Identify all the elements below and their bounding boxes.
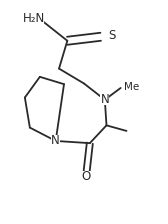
Text: H₂N: H₂N <box>23 13 45 26</box>
Bar <box>105 30 114 41</box>
Bar <box>24 13 44 25</box>
Bar <box>82 171 91 182</box>
Text: S: S <box>108 29 116 42</box>
Text: O: O <box>82 170 91 183</box>
Text: N: N <box>100 93 109 106</box>
Text: Me: Me <box>124 82 139 92</box>
Text: N: N <box>51 134 60 147</box>
Bar <box>51 135 60 146</box>
Bar <box>100 94 109 105</box>
